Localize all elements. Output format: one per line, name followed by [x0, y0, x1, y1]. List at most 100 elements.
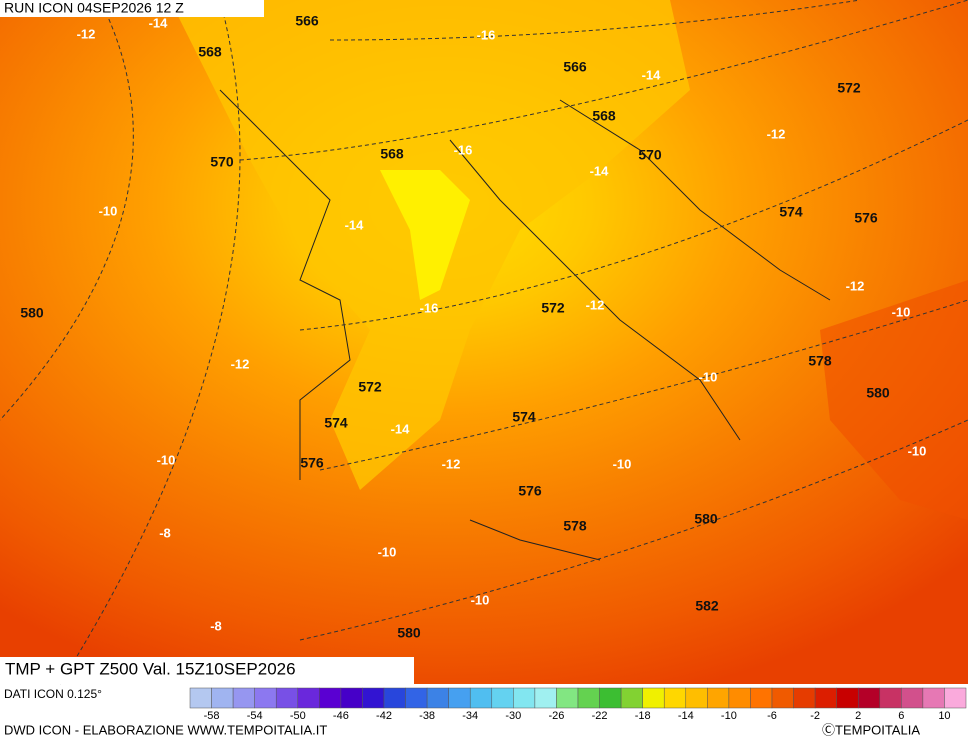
colorbar-label: -34: [462, 710, 478, 722]
colorbar-swatch: [901, 687, 924, 709]
colorbar-swatch: [728, 687, 751, 709]
colorbar-swatch: [922, 687, 945, 709]
height-contours: [0, 0, 968, 685]
colorbar-swatch: [556, 687, 579, 709]
map: [0, 0, 968, 685]
colorbar-label: -30: [505, 710, 521, 722]
temperature-label: -12: [77, 26, 96, 41]
colorbar-swatch: [685, 687, 708, 709]
height-label: 580: [694, 511, 718, 527]
colorbar-swatch: [319, 687, 342, 709]
colorbar-swatch: [879, 687, 902, 709]
colorbar-swatch: [577, 687, 600, 709]
temperature-label: -14: [391, 421, 411, 436]
colorbar-swatch: [426, 687, 449, 709]
height-label: 576: [518, 483, 542, 499]
height-label: 572: [837, 80, 861, 96]
height-label: 578: [808, 353, 832, 369]
temperature-label: -14: [642, 67, 662, 82]
colorbar-swatch: [599, 687, 622, 709]
title-box: [0, 657, 414, 684]
temperature-label: -14: [590, 163, 610, 178]
colorbar-swatch: [297, 687, 320, 709]
temperature-label: -10: [99, 203, 118, 218]
colorbar-label: -54: [247, 710, 263, 722]
height-label: 576: [300, 455, 324, 471]
colorbar-swatch: [793, 687, 816, 709]
colorbar: -58 -54 -50 -46 -42 -38 -34 -30 -26 -22 -18 -14 -10-…: [189, 687, 967, 722]
temperature-label: -8: [210, 618, 222, 633]
colorbar-label: 10: [938, 710, 950, 722]
colorbar-swatch: [642, 687, 665, 709]
colorbar-label: -26: [548, 710, 564, 722]
colorbar-swatch: [383, 687, 406, 709]
colorbar-swatch: [254, 687, 277, 709]
temperature-label: -10: [613, 456, 632, 471]
temperature-label: -12: [767, 126, 786, 141]
height-label: 570: [210, 154, 234, 170]
colorbar-label: 2: [855, 710, 861, 722]
colorbar-label: -38: [419, 710, 435, 722]
colorbar-swatch: [405, 687, 428, 709]
height-label: 574: [324, 415, 348, 431]
colorbar-label: -10: [721, 710, 737, 722]
height-label: 566: [295, 13, 319, 29]
data-source: DATI ICON 0.125°: [4, 687, 102, 701]
colorbar-swatch: [211, 687, 234, 709]
height-label: 580: [397, 625, 421, 641]
temperature-label: -12: [846, 278, 865, 293]
height-label: 566: [563, 59, 587, 75]
colorbar-label: -14: [678, 710, 694, 722]
colorbar-swatch: [771, 687, 794, 709]
temperature-label: -12: [442, 456, 461, 471]
map-title: TMP + GPT Z500 Val. 15Z10SEP2026: [5, 659, 296, 678]
colorbar-label: -50: [290, 710, 306, 722]
temperature-label: -10: [378, 544, 397, 559]
height-label: 568: [592, 108, 616, 124]
temperature-label: -14: [149, 15, 169, 30]
colorbar-label: -46: [333, 710, 349, 722]
height-label: 568: [380, 146, 404, 162]
coastlines: [219, 89, 831, 561]
credit: DWD ICON - ELABORAZIONE WWW.TEMPOITALIA.…: [4, 722, 327, 737]
temperature-label: -10: [892, 304, 911, 319]
height-label: 576: [854, 210, 878, 226]
height-label: 580: [866, 385, 890, 401]
colorbar-label: 6: [898, 710, 904, 722]
run-label: RUN ICON 04SEP2026 12 Z: [4, 0, 184, 16]
temperature-label: -10: [157, 452, 176, 467]
colorbar-swatch: [620, 687, 643, 709]
colorbar-label: -22: [592, 710, 608, 722]
height-label: 580: [20, 305, 44, 321]
colorbar-swatch: [362, 687, 385, 709]
colorbar-label: -2: [810, 710, 820, 722]
temperature-label: -16: [420, 300, 439, 315]
temperature-label: -12: [586, 297, 605, 312]
temperature-label: -10: [908, 443, 927, 458]
temperature-label: -16: [477, 27, 496, 42]
height-label: 568: [198, 44, 222, 60]
brand: ⒸTEMPOITALIA: [822, 722, 920, 737]
temperature-label: -8: [159, 525, 171, 540]
colorbar-label: -58: [204, 710, 220, 722]
header-box: [0, 0, 264, 17]
temperature-label: -10: [699, 369, 718, 384]
warm-area: [820, 280, 968, 520]
colorbar-label: -18: [635, 710, 651, 722]
height-label: 582: [695, 598, 719, 614]
height-label: 578: [563, 518, 587, 534]
colorbar-swatch: [232, 687, 255, 709]
colorbar-label: -42: [376, 710, 392, 722]
colorbar-swatch: [513, 687, 536, 709]
temperature-label: -10: [471, 592, 490, 607]
temperature-label: -12: [231, 356, 250, 371]
colorbar-swatch: [189, 687, 212, 709]
colorbar-swatch: [448, 687, 471, 709]
height-label: 572: [358, 379, 382, 395]
coldest-area: [380, 170, 470, 300]
colorbar-swatch: [750, 687, 773, 709]
colorbar-swatch: [707, 687, 730, 709]
colorbar-swatch: [814, 687, 837, 709]
temperature-label: -14: [345, 217, 365, 232]
